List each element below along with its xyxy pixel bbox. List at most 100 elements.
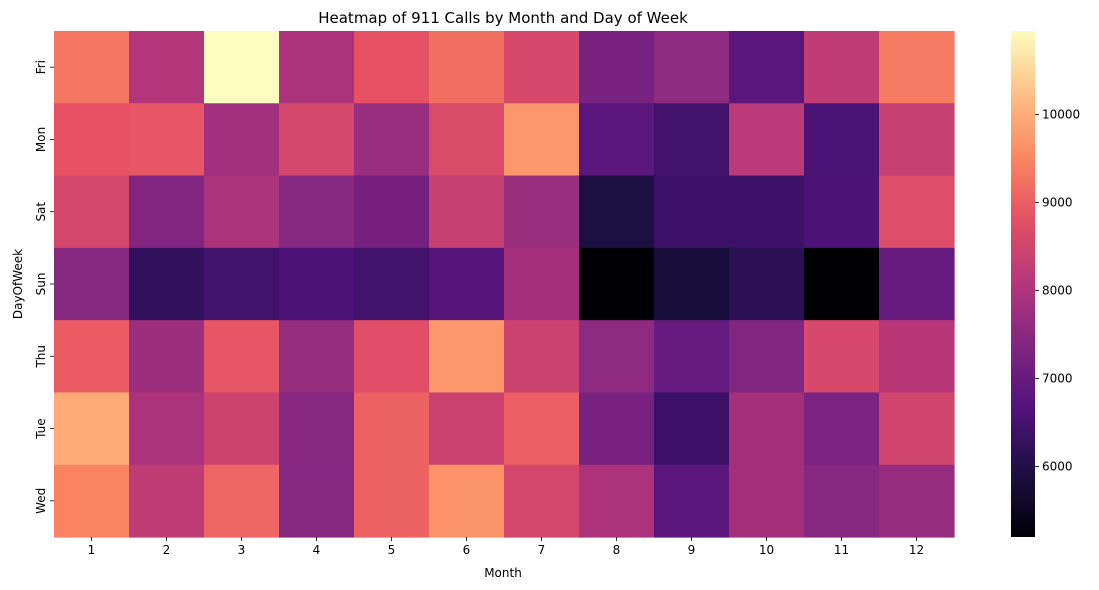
x-tick-label: 1 bbox=[88, 543, 96, 557]
heatmap-cell bbox=[429, 392, 505, 466]
heatmap-cell bbox=[279, 392, 355, 466]
heatmap-cell bbox=[429, 464, 505, 538]
heatmap-cell bbox=[129, 175, 205, 249]
heatmap-cell bbox=[429, 247, 505, 321]
x-tick-label: 7 bbox=[538, 543, 546, 557]
heatmap-cell bbox=[579, 31, 655, 104]
y-tick-label: Tue bbox=[34, 418, 48, 440]
colorbar-gradient bbox=[1011, 31, 1035, 537]
heatmap-cell bbox=[54, 103, 130, 177]
heatmap-cell bbox=[54, 175, 130, 249]
heatmap-cell bbox=[504, 175, 580, 249]
heatmap-cell bbox=[654, 392, 730, 466]
heatmap-cell bbox=[129, 103, 205, 177]
heatmap-cell bbox=[654, 175, 730, 249]
y-tick-label: Thu bbox=[34, 345, 48, 369]
colorbar-tick-label: 8000 bbox=[1042, 284, 1073, 298]
y-axis-ticks: Fri Mon Sat Sun Thu Tue Wed bbox=[34, 60, 54, 514]
heatmap-cell bbox=[429, 175, 505, 249]
heatmap-cell bbox=[204, 103, 280, 177]
y-tick-label: Fri bbox=[34, 60, 48, 74]
heatmap-cell bbox=[354, 103, 430, 177]
heatmap-cell bbox=[354, 31, 430, 104]
heatmap-cell bbox=[54, 31, 130, 104]
x-tick-label: 4 bbox=[313, 543, 321, 557]
x-tick-label: 8 bbox=[613, 543, 621, 557]
heatmap-cell bbox=[804, 31, 880, 104]
x-tick-label: 9 bbox=[688, 543, 696, 557]
heatmap-cell bbox=[204, 175, 280, 249]
heatmap-cell bbox=[504, 392, 580, 466]
y-tick-label: Sun bbox=[34, 273, 48, 296]
heatmap-cell bbox=[54, 320, 130, 394]
heatmap-cell bbox=[729, 103, 805, 177]
heatmap-cell bbox=[279, 247, 355, 321]
chart-title: Heatmap of 911 Calls by Month and Day of… bbox=[318, 9, 688, 27]
heatmap-cell bbox=[129, 464, 205, 538]
heatmap-cell bbox=[129, 31, 205, 104]
heatmap-cell bbox=[804, 392, 880, 466]
heatmap-cell bbox=[279, 31, 355, 104]
heatmap-cell bbox=[654, 464, 730, 538]
x-tick-label: 3 bbox=[238, 543, 246, 557]
y-tick-label: Sat bbox=[34, 202, 48, 222]
heatmap-cell bbox=[54, 392, 130, 466]
heatmap-cell bbox=[129, 392, 205, 466]
heatmap-cell bbox=[279, 103, 355, 177]
heatmap-cell bbox=[504, 31, 580, 104]
heatmap-cell bbox=[729, 31, 805, 104]
x-tick-label: 11 bbox=[834, 543, 849, 557]
heatmap-cell bbox=[879, 103, 955, 177]
heatmap-cell bbox=[579, 392, 655, 466]
y-tick-label: Wed bbox=[34, 488, 48, 514]
x-tick-label: 5 bbox=[388, 543, 396, 557]
heatmap-cells bbox=[54, 31, 955, 538]
colorbar-tick-label: 7000 bbox=[1042, 372, 1073, 386]
heatmap-cell bbox=[579, 247, 655, 321]
heatmap-cell bbox=[579, 320, 655, 394]
heatmap-cell bbox=[204, 464, 280, 538]
y-axis-label: DayOfWeek bbox=[11, 249, 25, 319]
colorbar-tick-label: 6000 bbox=[1042, 460, 1073, 474]
heatmap-cell bbox=[879, 464, 955, 538]
heatmap-cell bbox=[429, 31, 505, 104]
heatmap-cell bbox=[879, 247, 955, 321]
heatmap-cell bbox=[279, 175, 355, 249]
x-tick-label: 2 bbox=[163, 543, 171, 557]
heatmap-cell bbox=[804, 103, 880, 177]
x-tick-label: 10 bbox=[759, 543, 774, 557]
heatmap-cell bbox=[279, 320, 355, 394]
heatmap-cell bbox=[204, 31, 280, 104]
heatmap-cell bbox=[504, 103, 580, 177]
heatmap-cell bbox=[729, 175, 805, 249]
heatmap-cell bbox=[504, 320, 580, 394]
heatmap-cell bbox=[579, 464, 655, 538]
heatmap-cell bbox=[804, 175, 880, 249]
heatmap-cell bbox=[804, 247, 880, 321]
x-axis-ticks: 1 2 3 4 5 6 7 8 9 10 11 12 bbox=[88, 537, 924, 557]
heatmap-cell bbox=[54, 464, 130, 538]
y-tick-label: Mon bbox=[34, 127, 48, 152]
heatmap-cell bbox=[654, 31, 730, 104]
heatmap-cell bbox=[54, 247, 130, 321]
heatmap-cell bbox=[504, 464, 580, 538]
heatmap-cell bbox=[204, 320, 280, 394]
heatmap-cell bbox=[654, 247, 730, 321]
heatmap-cell bbox=[879, 392, 955, 466]
heatmap-cell bbox=[729, 464, 805, 538]
heatmap-cell bbox=[354, 247, 430, 321]
heatmap-cell bbox=[429, 320, 505, 394]
heatmap-cell bbox=[654, 103, 730, 177]
colorbar: 6000 7000 8000 9000 10000 bbox=[1011, 31, 1080, 537]
heatmap-cell bbox=[354, 320, 430, 394]
heatmap-cell bbox=[129, 247, 205, 321]
heatmap-cell bbox=[129, 320, 205, 394]
colorbar-tick-label: 9000 bbox=[1042, 196, 1073, 210]
colorbar-tick-label: 10000 bbox=[1042, 108, 1080, 122]
heatmap-cell bbox=[354, 392, 430, 466]
heatmap-cell bbox=[729, 247, 805, 321]
heatmap-cell bbox=[354, 175, 430, 249]
x-tick-label: 12 bbox=[909, 543, 924, 557]
heatmap-cell bbox=[804, 464, 880, 538]
